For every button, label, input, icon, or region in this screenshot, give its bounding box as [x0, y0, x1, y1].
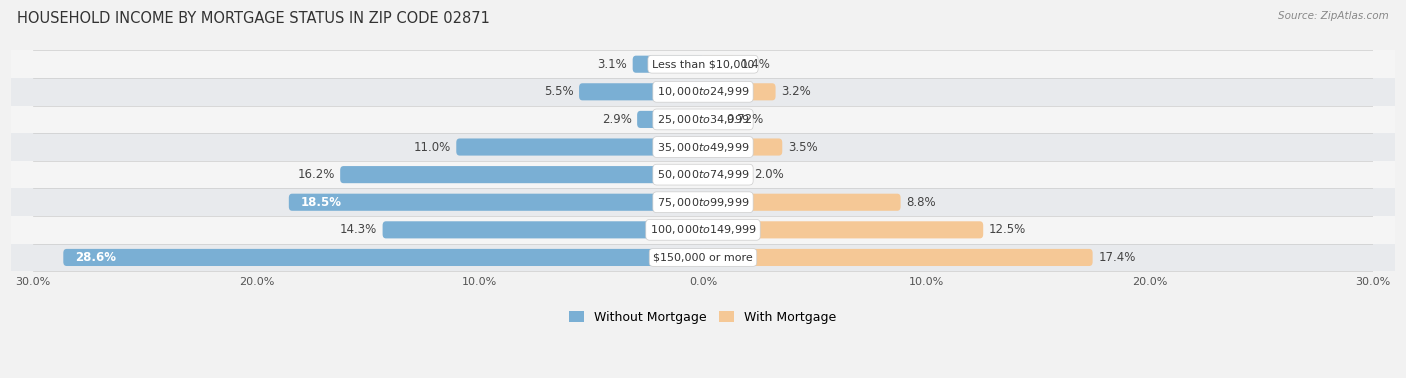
- FancyBboxPatch shape: [702, 83, 776, 101]
- FancyBboxPatch shape: [11, 161, 1395, 189]
- FancyBboxPatch shape: [63, 249, 704, 266]
- Text: 5.5%: 5.5%: [544, 85, 574, 98]
- FancyBboxPatch shape: [340, 166, 704, 183]
- FancyBboxPatch shape: [457, 138, 704, 156]
- FancyBboxPatch shape: [382, 221, 704, 239]
- Text: 12.5%: 12.5%: [988, 223, 1026, 236]
- Text: 8.8%: 8.8%: [907, 196, 936, 209]
- Text: 0.72%: 0.72%: [725, 113, 763, 126]
- FancyBboxPatch shape: [702, 111, 720, 128]
- Text: $50,000 to $74,999: $50,000 to $74,999: [657, 168, 749, 181]
- Text: 3.2%: 3.2%: [782, 85, 811, 98]
- Text: Less than $10,000: Less than $10,000: [652, 59, 754, 69]
- Text: 16.2%: 16.2%: [297, 168, 335, 181]
- Text: 11.0%: 11.0%: [413, 141, 451, 153]
- FancyBboxPatch shape: [11, 78, 1395, 105]
- Text: $25,000 to $34,999: $25,000 to $34,999: [657, 113, 749, 126]
- Text: 3.5%: 3.5%: [787, 141, 817, 153]
- FancyBboxPatch shape: [11, 105, 1395, 133]
- FancyBboxPatch shape: [11, 216, 1395, 244]
- FancyBboxPatch shape: [702, 194, 901, 211]
- Text: 18.5%: 18.5%: [301, 196, 342, 209]
- FancyBboxPatch shape: [702, 138, 782, 156]
- Text: $75,000 to $99,999: $75,000 to $99,999: [657, 196, 749, 209]
- Text: 2.9%: 2.9%: [602, 113, 631, 126]
- Text: $100,000 to $149,999: $100,000 to $149,999: [650, 223, 756, 236]
- FancyBboxPatch shape: [702, 56, 735, 73]
- Text: 2.0%: 2.0%: [755, 168, 785, 181]
- Legend: Without Mortgage, With Mortgage: Without Mortgage, With Mortgage: [564, 306, 842, 329]
- FancyBboxPatch shape: [11, 50, 1395, 78]
- FancyBboxPatch shape: [702, 221, 983, 239]
- Text: Source: ZipAtlas.com: Source: ZipAtlas.com: [1278, 11, 1389, 21]
- Text: HOUSEHOLD INCOME BY MORTGAGE STATUS IN ZIP CODE 02871: HOUSEHOLD INCOME BY MORTGAGE STATUS IN Z…: [17, 11, 489, 26]
- Text: $35,000 to $49,999: $35,000 to $49,999: [657, 141, 749, 153]
- Text: $10,000 to $24,999: $10,000 to $24,999: [657, 85, 749, 98]
- Text: 1.4%: 1.4%: [741, 58, 770, 71]
- FancyBboxPatch shape: [11, 133, 1395, 161]
- Text: 28.6%: 28.6%: [76, 251, 117, 264]
- FancyBboxPatch shape: [288, 194, 704, 211]
- Text: 17.4%: 17.4%: [1098, 251, 1136, 264]
- FancyBboxPatch shape: [702, 249, 1092, 266]
- Text: 3.1%: 3.1%: [598, 58, 627, 71]
- FancyBboxPatch shape: [702, 166, 749, 183]
- FancyBboxPatch shape: [637, 111, 704, 128]
- FancyBboxPatch shape: [579, 83, 704, 101]
- FancyBboxPatch shape: [11, 189, 1395, 216]
- FancyBboxPatch shape: [633, 56, 704, 73]
- Text: 14.3%: 14.3%: [340, 223, 377, 236]
- FancyBboxPatch shape: [11, 244, 1395, 271]
- Text: $150,000 or more: $150,000 or more: [654, 253, 752, 262]
